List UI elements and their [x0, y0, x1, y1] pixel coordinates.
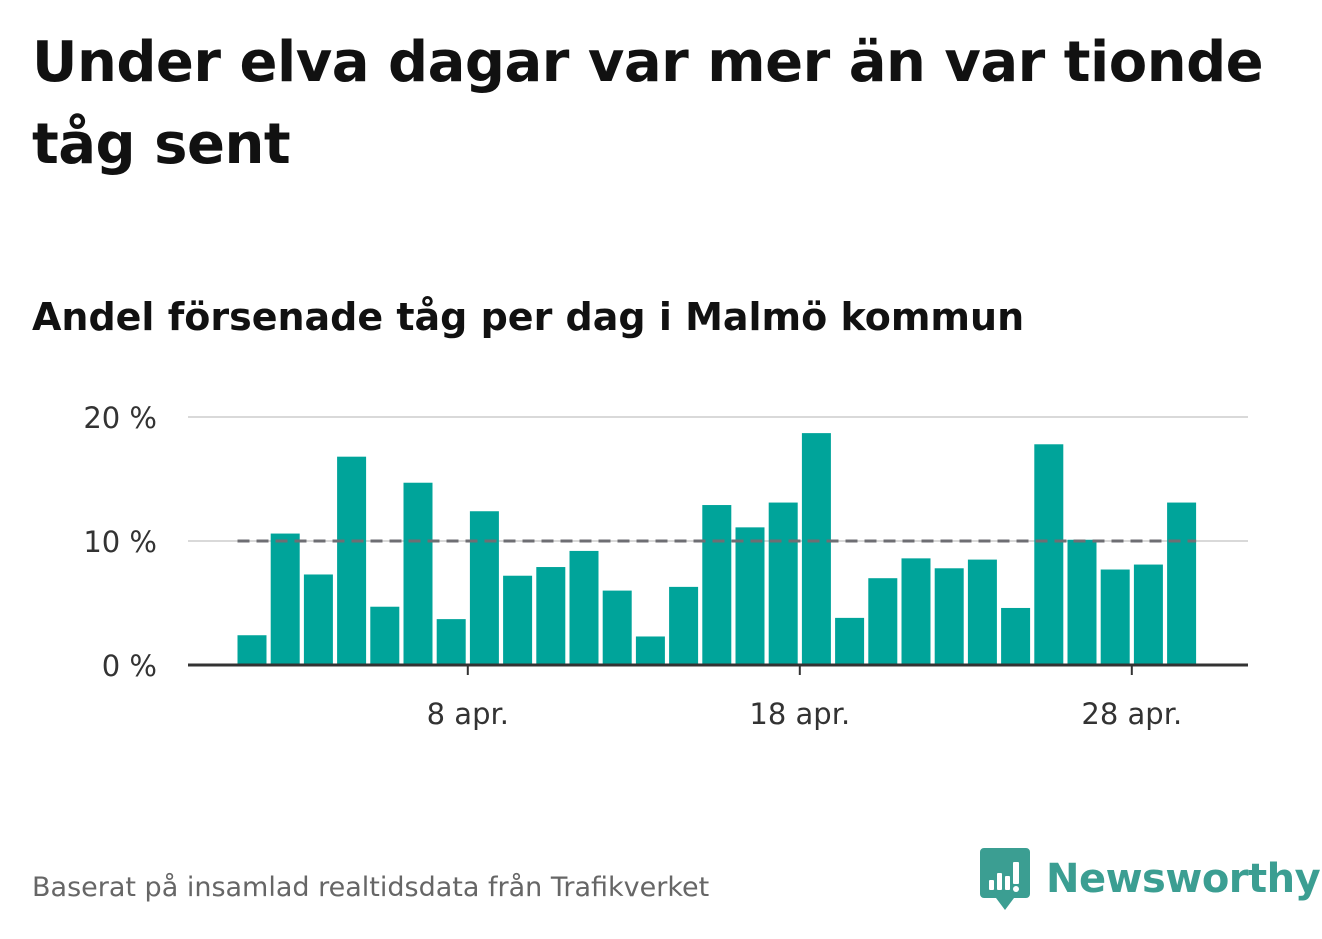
chart-title: Under elva dagar var mer än var tionde t… — [32, 30, 1264, 177]
bar — [967, 559, 997, 665]
bar — [403, 482, 433, 665]
bar — [768, 502, 798, 665]
bar — [702, 505, 732, 665]
x-tick-label: 18 apr. — [749, 697, 850, 731]
bar — [503, 575, 533, 665]
newsworthy-logo-icon — [980, 848, 1030, 910]
bar — [1167, 502, 1197, 665]
bar — [1100, 569, 1130, 665]
bar — [237, 635, 267, 665]
y-tick-label: 0 % — [102, 649, 157, 683]
bar — [901, 558, 931, 665]
x-tick-label: 8 apr. — [427, 697, 509, 731]
y-axis-ticks: 0 % 10 % 20 % — [83, 401, 157, 683]
bar — [436, 619, 466, 665]
bar — [370, 606, 400, 665]
bar — [835, 617, 865, 665]
bar — [868, 578, 898, 665]
bar — [602, 590, 632, 665]
brand-name: Newsworthy — [1046, 856, 1321, 902]
bar — [735, 527, 765, 665]
bar — [569, 550, 599, 665]
bar — [303, 574, 333, 665]
bar — [635, 636, 665, 665]
y-tick-label: 20 % — [83, 401, 157, 435]
bar — [1001, 607, 1031, 665]
bar-chart: 0 % 10 % 20 % 8 apr. 18 apr. 28 apr. — [83, 401, 1248, 731]
bar — [669, 586, 699, 665]
bar — [1067, 539, 1097, 665]
bar — [536, 567, 566, 665]
x-axis: 8 apr. 18 apr. 28 apr. — [188, 663, 1248, 731]
chart-subtitle: Andel försenade tåg per dag i Malmö komm… — [32, 295, 1025, 339]
bar — [1133, 564, 1163, 665]
bar — [1034, 444, 1064, 665]
source-note: Baserat på insamlad realtidsdata från Tr… — [32, 872, 710, 903]
x-tick-label: 28 apr. — [1081, 697, 1182, 731]
bar — [337, 456, 367, 665]
bars — [237, 433, 1197, 665]
y-tick-label: 10 % — [83, 525, 157, 559]
bar — [469, 511, 499, 665]
bar — [934, 568, 964, 665]
bar — [270, 533, 300, 665]
brand-logo-group[interactable]: Newsworthy — [980, 848, 1321, 910]
bar — [801, 433, 831, 665]
